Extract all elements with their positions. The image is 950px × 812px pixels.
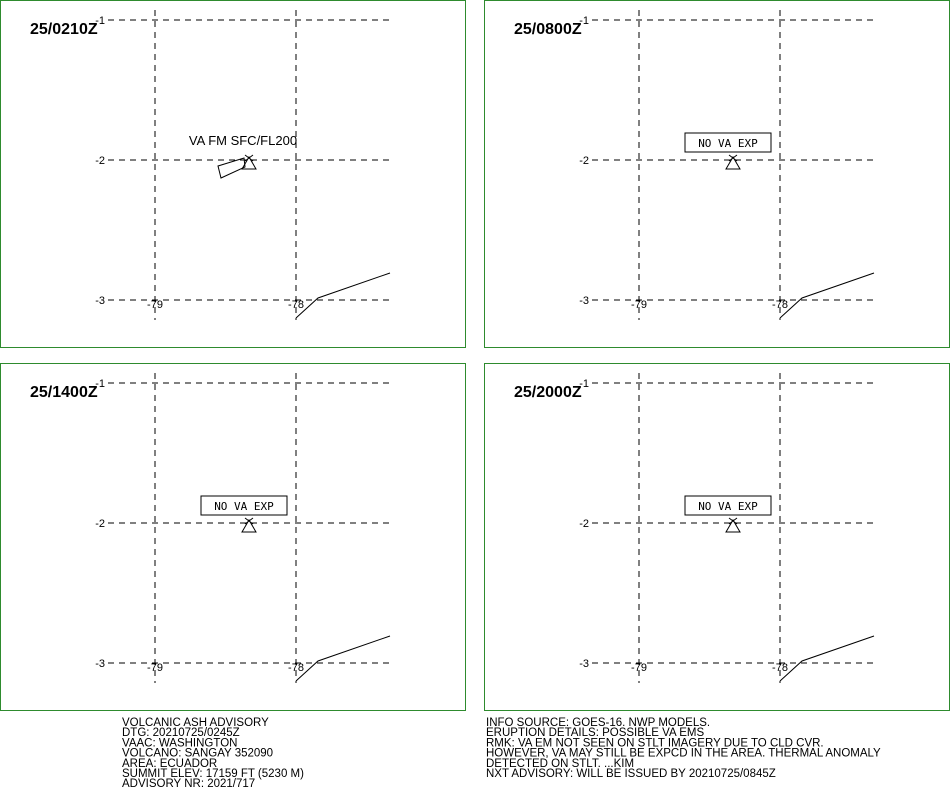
volcano-icon — [725, 517, 741, 533]
map-panel: -1 -2 -3 -79 -78 25/1400Z NO VA EXP — [0, 363, 466, 711]
volcano-icon — [241, 517, 257, 533]
panel-frame — [484, 363, 950, 711]
ash-cloud — [217, 157, 246, 179]
lon-label: -78 — [772, 299, 788, 311]
advisory-line: DTG: 20210725/0245Z — [122, 727, 240, 739]
annotation: NO VA EXP — [214, 500, 274, 513]
advisory-line: VOLCANIC ASH ADVISORY — [122, 717, 269, 729]
valid-time: 25/0210Z — [30, 21, 98, 38]
valid-time: 25/0800Z — [514, 21, 582, 38]
lon-label: -79 — [631, 662, 647, 674]
advisory-line: RMK: VA EM NOT SEEN ON STLT IMAGERY DUE … — [486, 737, 824, 749]
lat-label: -3 — [579, 295, 589, 307]
advisory-line: ERUPTION DETAILS: POSSIBLE VA EMS — [486, 727, 704, 739]
map-panel: -1 -2 -3 -79 -78 25/0800Z NO VA EXP — [484, 0, 950, 348]
annotation-box — [200, 495, 288, 516]
annotation-box — [684, 132, 772, 153]
coastline — [779, 272, 875, 319]
lon-label: -79 — [147, 662, 163, 674]
volcano-icon — [241, 154, 257, 170]
panel-frame — [0, 363, 466, 711]
coastline — [779, 635, 875, 682]
lon-label: -78 — [288, 299, 304, 311]
coastline — [295, 635, 391, 682]
lon-label: -78 — [288, 662, 304, 674]
lat-label: -2 — [579, 155, 589, 167]
lat-label: -1 — [95, 378, 105, 390]
lat-label: -2 — [95, 518, 105, 530]
valid-time: 25/2000Z — [514, 384, 582, 401]
lat-label: -3 — [95, 295, 105, 307]
lon-label: -79 — [147, 299, 163, 311]
advisory-line: VAAC: WASHINGTON — [122, 737, 237, 749]
map-panel: -1 -2 -3 -79 -78 25/2000Z NO VA EXP — [484, 363, 950, 711]
lat-label: -3 — [579, 658, 589, 670]
annotation: VA FM SFC/FL200 — [189, 133, 297, 148]
advisory-line: DETECTED ON STLT. ...KIM — [486, 758, 634, 770]
advisory-line: HOWEVER, VA MAY STILL BE EXPCD IN THE AR… — [486, 748, 881, 760]
advisory-line: AREA: ECUADOR — [122, 758, 217, 770]
annotation: NO VA EXP — [698, 500, 758, 513]
coastline — [295, 272, 391, 319]
volcano-icon — [725, 154, 741, 170]
map-panel: -1 -2 -3 -79 -78 25/0210Z VA FM SFC/FL200 — [0, 0, 466, 348]
advisory-line: VOLCANO: SANGAY 352090 — [122, 748, 273, 760]
advisory-line: INFO SOURCE: GOES-16. NWP MODELS. — [486, 717, 710, 729]
lat-label: -1 — [579, 378, 589, 390]
lat-label: -1 — [579, 15, 589, 27]
lat-label: -2 — [95, 155, 105, 167]
advisory-line: SUMMIT ELEV: 17159 FT (5230 M) — [122, 768, 304, 780]
lat-label: -1 — [95, 15, 105, 27]
annotation-box — [684, 495, 772, 516]
lat-label: -3 — [95, 658, 105, 670]
valid-time: 25/1400Z — [30, 384, 98, 401]
annotation: NO VA EXP — [698, 137, 758, 150]
lon-label: -79 — [631, 299, 647, 311]
panel-frame — [484, 0, 950, 348]
lon-label: -78 — [772, 662, 788, 674]
advisory-line: NXT ADVISORY: WILL BE ISSUED BY 20210725… — [486, 768, 776, 780]
advisory-line: ADVISORY NR: 2021/717 — [122, 778, 255, 790]
lat-label: -2 — [579, 518, 589, 530]
panel-frame — [0, 0, 466, 348]
